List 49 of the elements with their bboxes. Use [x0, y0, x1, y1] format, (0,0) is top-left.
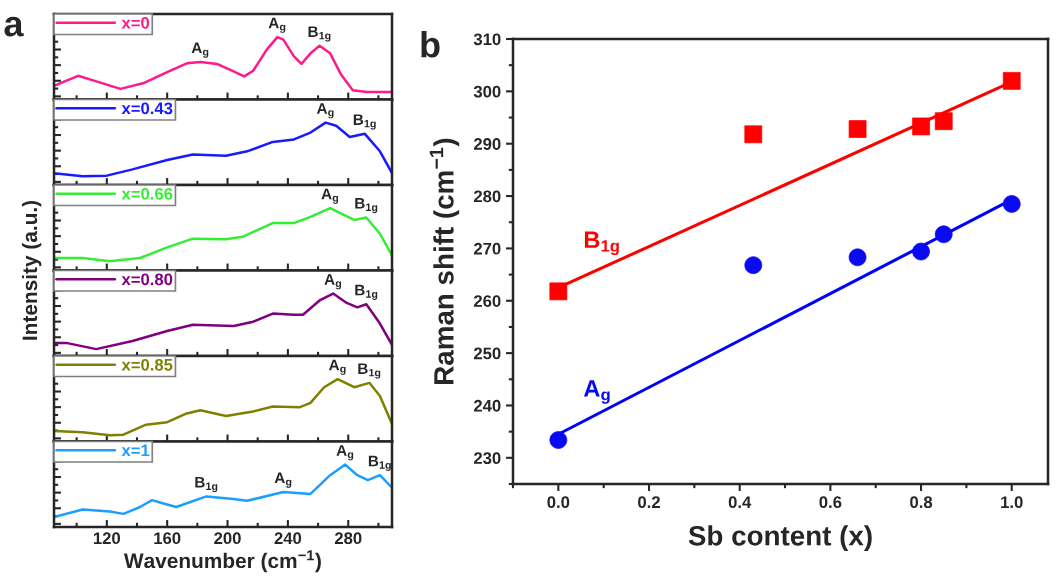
y-axis-title: Intensity (a.u.) — [21, 200, 42, 340]
series-label: B$_{1g}$ — [584, 231, 619, 256]
x-tick-label: 280 — [334, 532, 362, 545]
y-axis-title: Raman shift (cm$^{−1}$) — [429, 138, 460, 384]
y-tick-label: 250 — [473, 347, 501, 360]
x-tick-label: 0.6 — [819, 496, 842, 509]
legend-label: x=1 — [121, 444, 150, 457]
x-tick-label: 0.8 — [910, 496, 933, 509]
x-tick-label: 1.0 — [1001, 496, 1023, 509]
x-axis-title: Sb content (x) — [688, 525, 872, 552]
y-tick-label: 280 — [473, 190, 501, 203]
x-tick-label: 0.4 — [728, 496, 752, 509]
legend-label: x=0 — [121, 16, 150, 29]
x-tick-label: 200 — [214, 532, 241, 545]
x-tick-label: 160 — [154, 532, 181, 545]
x-tick-label: 120 — [93, 532, 121, 545]
annotation: A$_{g}$ — [324, 274, 342, 290]
text: a — [4, 16, 24, 37]
x-tick-label: 240 — [274, 532, 302, 545]
text: b — [421, 31, 440, 58]
annotation: A$_{g}$ — [336, 445, 354, 461]
annotation: A$_{g}$ — [316, 103, 334, 119]
x-axis-title: Wavenumber (cm$^{−1}$) — [123, 550, 321, 573]
annotation: B$_{1g}$ — [308, 26, 331, 42]
annotation: A$_{g}$ — [328, 359, 346, 375]
annotation: B$_{1g}$ — [195, 476, 218, 493]
annotation: B$_{1g}$ — [368, 455, 391, 471]
y-tick-label: 300 — [473, 85, 501, 98]
series-label: A$_{g}$ — [583, 380, 610, 404]
annotation: A$_{g}$ — [191, 42, 209, 58]
annotation: A$_{g}$ — [268, 17, 286, 33]
x-tick-label: 0.2 — [638, 496, 660, 509]
annotation: A$_{g}$ — [274, 472, 292, 488]
annotation: B$_{1g}$ — [353, 114, 376, 130]
y-tick-label: 260 — [473, 295, 501, 307]
y-tick-label: 290 — [473, 138, 501, 150]
annotation: B$_{1g}$ — [355, 284, 378, 300]
annotation: A$_{g}$ — [321, 188, 339, 204]
legend-label: x=0.80 — [121, 273, 173, 286]
legend-label: x=0.43 — [121, 102, 173, 115]
legend-label: x=0.85 — [121, 358, 173, 371]
y-tick-label: 270 — [473, 242, 501, 255]
y-tick-label: 230 — [473, 452, 501, 465]
y-tick-label: 240 — [473, 399, 501, 412]
legend-label: x=0.66 — [121, 187, 173, 200]
annotation: B$_{1g}$ — [358, 363, 381, 379]
annotation: B$_{1g}$ — [355, 198, 378, 214]
y-tick-label: 310 — [473, 33, 501, 46]
x-tick-label: 0.0 — [547, 496, 570, 509]
